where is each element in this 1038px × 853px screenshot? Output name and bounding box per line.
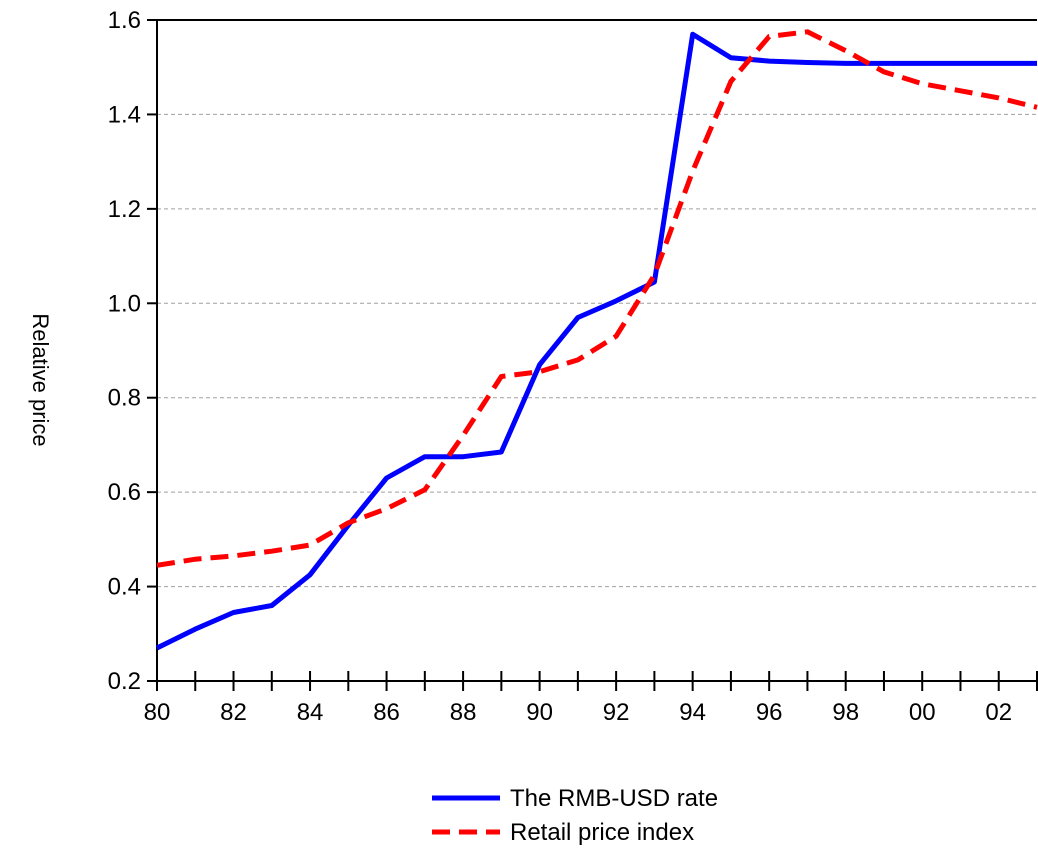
x-tick-label-88: 88	[450, 699, 477, 726]
tick-marks	[147, 19, 1038, 691]
y-tick-label-1.6: 1.6	[108, 7, 141, 34]
x-tick-label-02: 02	[985, 699, 1012, 726]
x-tick-label-84: 84	[297, 699, 324, 726]
series-line-0	[155, 31, 1037, 651]
y-tick-label-0.6: 0.6	[108, 479, 141, 506]
x-tick-label-96: 96	[756, 699, 783, 726]
y-tick-label-1.2: 1.2	[108, 196, 141, 223]
y-tick-label-1.0: 1.0	[108, 290, 141, 317]
series-lines	[155, 29, 1038, 651]
legend: The RMB-USD rate Retail price index	[432, 785, 718, 846]
legend-label-0: The RMB-USD rate	[510, 785, 718, 812]
y-axis-label-group: Relative price	[28, 313, 53, 446]
y-tick-label-1.4: 1.4	[108, 101, 141, 128]
x-tick-label-80: 80	[144, 699, 171, 726]
x-tick-label-92: 92	[603, 699, 630, 726]
y-axis-label-text: Relative price	[28, 313, 53, 446]
tick-labels: 0.2 0.4 0.6 0.8 1.0 1.2 1.4 1.6 80 82 84 86 88 90 92 94…	[108, 7, 1012, 726]
y-tick-label-0.8: 0.8	[108, 385, 141, 412]
axes	[156, 19, 1037, 682]
series-line-1	[156, 29, 1038, 568]
x-tick-label-98: 98	[832, 699, 859, 726]
x-tick-label-94: 94	[679, 699, 706, 726]
x-tick-label-00: 00	[909, 699, 936, 726]
x-tick-label-86: 86	[373, 699, 400, 726]
y-axis-label: Relative price	[28, 313, 53, 446]
y-tick-label-0.2: 0.2	[108, 668, 141, 695]
y-tick-label-0.4: 0.4	[108, 574, 141, 601]
x-tick-label-90: 90	[526, 699, 553, 726]
legend-label-1: Retail price index	[510, 819, 694, 846]
x-tick-label-82: 82	[220, 699, 247, 726]
